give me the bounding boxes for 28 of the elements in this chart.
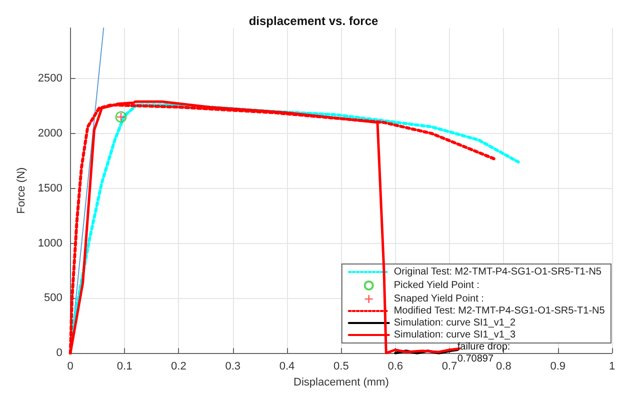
y-tick-label: 500: [44, 292, 62, 304]
legend-label: Modified Test: M2-TMT-P4-SG1-O1-SR5-T1-N5: [394, 306, 606, 316]
x-tick-label: 0.1: [116, 360, 132, 373]
x-tick-label: 0.8: [496, 360, 512, 373]
legend-label: Simulation: curve SI1_v1_2: [394, 318, 516, 328]
x-tick-label: 0.2: [171, 360, 186, 373]
legend-label: Picked Yield Point :: [394, 280, 480, 291]
x-tick-label: 0.3: [225, 360, 241, 373]
y-tick-label: 0: [56, 347, 62, 360]
annotation: failure drop:: [457, 342, 510, 353]
y-axis-title: Force (N): [16, 167, 28, 214]
x-tick-label: 0.6: [388, 360, 403, 373]
annotation: 0.70897: [457, 354, 494, 365]
x-tick-label: 0.7: [442, 360, 458, 373]
x-axis-title: Displacement (mm): [294, 376, 389, 388]
legend-label: Snaped Yield Point :: [394, 294, 484, 304]
x-tick-label: 0.5: [334, 360, 349, 373]
x-tick-label: 0: [67, 360, 74, 373]
x-tick-label: 0.4: [279, 360, 295, 373]
x-tick-label: 0.9: [550, 360, 566, 373]
x-tick-label: 1: [608, 360, 616, 373]
y-tick-label: 2000: [38, 127, 62, 140]
y-tick-label: 2500: [38, 72, 62, 85]
y-tick-label: 1000: [38, 237, 62, 250]
legend-label: Original Test: M2-TMT-P4-SG1-O1-SR5-T1-N5: [394, 266, 602, 278]
y-tick-label: 1500: [38, 182, 62, 194]
legend-label: Simulation: curve SI1_v1_3: [394, 330, 516, 340]
chart-title: displacement vs. force: [248, 14, 379, 28]
